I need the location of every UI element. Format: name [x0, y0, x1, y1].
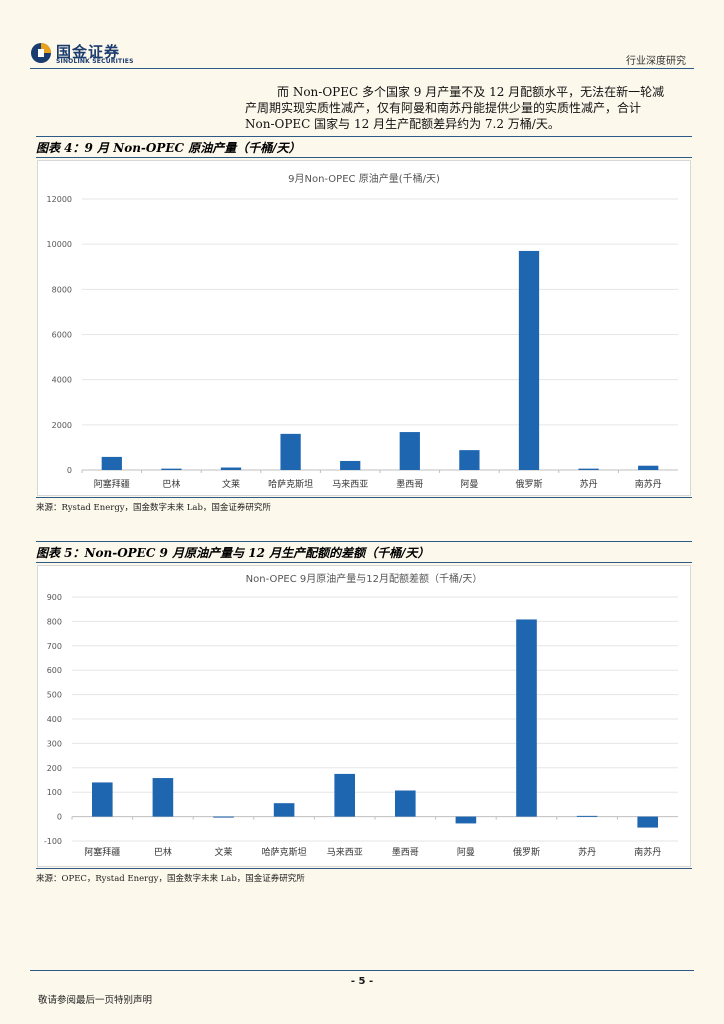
x-category-label: 阿曼 — [457, 847, 475, 858]
y-tick-label: 100 — [47, 788, 62, 797]
figure4-top-rule — [36, 136, 692, 137]
paragraph-line: 产周期实现实质性减产，仅有阿曼和南苏丹能提供少量的实质性减产，合计 — [245, 101, 642, 115]
x-category-label: 墨西哥 — [396, 479, 423, 490]
bar-哈萨克斯坦 — [280, 433, 301, 470]
paragraph-line: Non-OPEC 国家与 12 月生产配额差异约为 7.2 万桶/天。 — [245, 117, 560, 131]
y-tick-label: 6000 — [52, 331, 72, 340]
disclaimer-note: 敬请参阅最后一页特别声明 — [38, 995, 153, 1006]
bar-阿曼 — [455, 816, 477, 824]
bar-南苏丹 — [637, 816, 659, 828]
figure4-source: 来源：Rystad Energy，国金数字未来 Lab，国金证券研究所 — [36, 503, 271, 513]
x-category-label: 马来西亚 — [327, 847, 363, 858]
bar-文莱 — [220, 467, 242, 470]
y-tick-label: 8000 — [52, 285, 72, 294]
x-category-label: 俄罗斯 — [515, 478, 542, 490]
y-tick-label: 800 — [47, 617, 62, 626]
figure5-bottom-rule — [36, 868, 692, 869]
x-category-label: 文莱 — [214, 846, 232, 858]
bar-俄罗斯 — [516, 619, 537, 817]
header-divider — [30, 68, 694, 69]
report-type: 行业深度研究 — [626, 56, 686, 67]
x-category-label: 苏丹 — [578, 846, 596, 858]
x-category-label: 俄罗斯 — [513, 846, 540, 858]
y-tick-label: 400 — [47, 715, 62, 724]
x-category-label: 阿塞拜疆 — [94, 478, 130, 490]
x-category-label: 南苏丹 — [635, 478, 662, 490]
bar-马来西亚 — [340, 460, 361, 470]
bar-俄罗斯 — [518, 250, 540, 470]
bar-南苏丹 — [638, 465, 659, 470]
y-tick-label: -100 — [44, 837, 62, 846]
y-tick-label: 4000 — [52, 376, 72, 385]
x-category-label: 哈萨克斯坦 — [262, 846, 307, 858]
paragraph-line: 而 Non-OPEC 多个国家 9 月产量不及 12 月配额水平，无法在新一轮减 — [277, 85, 665, 99]
figure4-bottom-rule — [36, 497, 692, 498]
y-tick-label: 0 — [67, 466, 72, 475]
bar-阿塞拜疆 — [91, 782, 113, 817]
figure4-chart: 9月Non-OPEC 原油产量(千桶/天) 0 2000 4000 6000 8000 10… — [37, 160, 691, 496]
bar-墨西哥 — [394, 790, 416, 817]
y-tick-label: 600 — [47, 666, 62, 675]
footer-divider — [30, 970, 694, 971]
bar-墨西哥 — [399, 432, 420, 470]
figure5-caption: 图表 5：Non-OPEC 9 月原油产量与 12 月生产配额的差额（千桶/天） — [36, 546, 430, 560]
figure5-caption-rule — [36, 562, 692, 563]
body-paragraph: 而 Non-OPEC 多个国家 9 月产量不及 12 月配额水平，无法在新一轮减… — [245, 84, 688, 132]
bar-苏丹 — [576, 815, 598, 817]
bar-阿塞拜疆 — [101, 456, 122, 470]
y-tick-label: 10000 — [47, 240, 72, 249]
bar-马来西亚 — [334, 773, 356, 817]
x-category-label: 墨西哥 — [392, 847, 419, 858]
company-name: 国金证券 — [56, 43, 121, 61]
x-category-label: 文莱 — [222, 478, 240, 490]
bar-哈萨克斯坦 — [273, 803, 295, 817]
page-number: - 5 - — [350, 976, 374, 987]
bar-阿曼 — [459, 450, 480, 470]
y-tick-label: 300 — [47, 739, 62, 748]
company-logo-icon — [31, 43, 51, 63]
figure5-chart: Non-OPEC 9月原油产量与12月配额差额（千桶/天） -100 0 100 200… — [37, 565, 691, 867]
x-category-label: 阿曼 — [460, 479, 478, 490]
x-category-label: 苏丹 — [580, 478, 598, 490]
bar-苏丹 — [578, 468, 599, 470]
figure5-source: 来源：OPEC，Rystad Energy，国金数字未来 Lab，国金证券研究所 — [36, 874, 305, 884]
y-tick-label: 2000 — [52, 421, 72, 430]
y-tick-label: 200 — [47, 764, 62, 773]
y-tick-label: 0 — [57, 813, 62, 822]
bar-巴林 — [152, 778, 174, 817]
x-category-label: 巴林 — [162, 478, 180, 490]
x-category-label: 南苏丹 — [634, 846, 661, 858]
y-tick-label: 900 — [47, 593, 62, 602]
x-category-label: 马来西亚 — [332, 479, 368, 490]
x-category-label: 巴林 — [154, 846, 172, 858]
figure5-top-rule — [36, 541, 692, 542]
bar-文莱 — [213, 816, 234, 818]
figure4-caption-rule — [36, 157, 692, 158]
x-category-label: 阿塞拜疆 — [84, 846, 120, 858]
y-tick-label: 700 — [47, 642, 62, 651]
figure4-caption: 图表 4：9 月 Non-OPEC 原油产量（千桶/天） — [36, 141, 301, 155]
company-name-en: SINOLINK SECURITIES — [56, 58, 134, 65]
chart-title: Non-OPEC 9月原油产量与12月配额差额（千桶/天） — [246, 572, 483, 585]
y-tick-label: 500 — [47, 691, 62, 700]
chart-title: 9月Non-OPEC 原油产量(千桶/天) — [288, 172, 440, 185]
bar-巴林 — [161, 468, 182, 470]
x-category-label: 哈萨克斯坦 — [268, 478, 313, 490]
y-tick-label: 12000 — [47, 195, 72, 204]
